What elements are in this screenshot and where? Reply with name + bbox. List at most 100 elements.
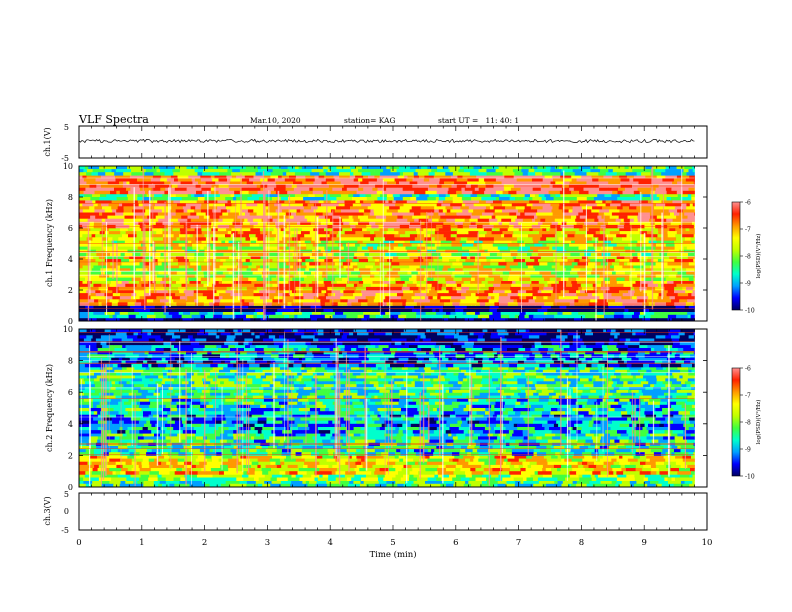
spectrogram-cell — [320, 221, 327, 226]
spectrogram-cell — [231, 231, 238, 235]
spectrogram-cell — [95, 277, 107, 281]
spectrogram-cell — [477, 271, 490, 275]
spectrogram-cell — [446, 455, 455, 459]
spectrogram-cell — [664, 461, 677, 466]
spectrogram-cell — [511, 283, 518, 288]
spectrogram-cell — [346, 480, 350, 485]
spectrogram-cell — [442, 231, 451, 235]
spectrogram-cell — [225, 480, 233, 485]
spectrogram-cell — [629, 206, 637, 210]
spectrogram-cell — [486, 175, 494, 179]
spectrogram-cell — [287, 477, 300, 481]
spectrogram-cell — [569, 193, 582, 198]
spectrogram-cell — [641, 172, 651, 176]
spectrogram-cell — [344, 317, 352, 322]
spectrogram-cell — [479, 255, 487, 260]
spectrogram-cell — [688, 187, 695, 192]
spectrogram-cell — [201, 231, 208, 235]
spectrogram-cell — [451, 252, 463, 257]
spectrogram-cell — [671, 317, 679, 322]
spectrogram-cell — [353, 293, 363, 297]
spectrogram-cell — [272, 169, 284, 173]
spectrogram-cell — [126, 305, 131, 309]
spectrogram-cell — [437, 293, 444, 297]
spectrogram-cell — [398, 243, 404, 247]
spectrogram-cell — [305, 252, 313, 257]
spectrogram-cell — [256, 265, 261, 269]
spectrogram-cell — [148, 240, 155, 244]
spectrogram-cell — [116, 190, 121, 195]
spectrogram-cell — [160, 178, 168, 182]
spectrogram-cell — [281, 209, 289, 213]
spectrogram-cell — [507, 200, 519, 204]
spectrogram-cell — [507, 458, 520, 463]
spectrogram-cell — [681, 203, 687, 207]
spectrogram-cell — [426, 280, 434, 285]
spectrogram-cell — [383, 455, 392, 459]
spectrogram-cell — [370, 209, 374, 213]
spectrogram-cell — [117, 283, 126, 288]
spectrogram-cell — [420, 308, 429, 312]
spectrogram-cell — [625, 181, 636, 185]
spectrogram-cell — [413, 200, 418, 204]
spectrogram-cell — [361, 221, 370, 226]
spectrogram-cell — [108, 228, 116, 232]
spectrogram-cell — [323, 286, 328, 291]
spectrogram-cell — [647, 259, 654, 263]
spectrogram-cell — [665, 203, 678, 207]
spectrogram-cell — [557, 221, 563, 226]
spectrogram-cell — [562, 240, 572, 244]
spectrogram-cell — [207, 458, 213, 463]
spectrogram-cell — [465, 458, 471, 463]
spectrogram-cell — [518, 228, 530, 232]
spectrogram-cell — [421, 305, 425, 309]
spectrogram-cell — [631, 200, 640, 204]
spectrogram-cell — [409, 234, 418, 238]
spectrogram-cell — [195, 458, 208, 463]
spectrogram-cell — [201, 228, 212, 232]
spectrogram-cell — [417, 200, 424, 204]
spectrogram-cell — [116, 314, 129, 319]
spectrogram-cell — [200, 317, 212, 322]
spectrogram-cell — [86, 290, 96, 294]
spectrogram-cell — [421, 166, 428, 170]
spectrogram-cell — [639, 190, 648, 195]
spectrogram-cell — [536, 455, 545, 459]
spectrogram-cell — [376, 268, 382, 272]
spectrogram-cell — [656, 477, 665, 481]
spectrogram-cell — [222, 283, 232, 288]
spectrogram-cell — [371, 480, 379, 485]
spectrogram-cell — [567, 234, 575, 238]
spectrogram-cell — [487, 455, 495, 459]
spectrogram-cell — [296, 209, 301, 213]
spectrogram-streak — [651, 167, 652, 283]
spectrogram-cell — [550, 193, 556, 198]
spectrogram-cell — [238, 243, 251, 247]
spectrogram-cell — [130, 268, 137, 272]
spectrogram-cell — [403, 483, 412, 488]
spectrogram-cell — [640, 203, 654, 207]
spectrogram-cell — [79, 190, 84, 195]
spectrogram-cell — [325, 255, 330, 260]
spectrogram-cell — [109, 274, 113, 278]
spectrogram-cell — [189, 308, 199, 312]
spectrogram-cell — [420, 317, 424, 322]
spectrogram-cell — [160, 175, 172, 179]
spectrogram-cell — [668, 274, 677, 278]
spectrogram-cell — [239, 480, 248, 485]
spectrogram-cell — [349, 181, 361, 185]
spectrogram-cell — [214, 243, 223, 247]
spectrogram-cell — [139, 187, 153, 192]
spectrogram-cell — [301, 455, 306, 459]
spectrogram-cell — [309, 200, 319, 204]
spectrogram-cell — [340, 166, 351, 170]
spectrogram-cell — [391, 259, 402, 263]
spectrogram-cell — [443, 293, 451, 297]
spectrogram-cell — [380, 317, 389, 322]
spectrogram-cell — [544, 175, 553, 179]
spectrogram-cell — [132, 240, 140, 244]
spectrogram-cell — [120, 252, 126, 257]
spectrogram-cell — [213, 299, 221, 303]
spectrogram-cell — [655, 458, 666, 463]
spectrogram-cell — [265, 464, 278, 469]
